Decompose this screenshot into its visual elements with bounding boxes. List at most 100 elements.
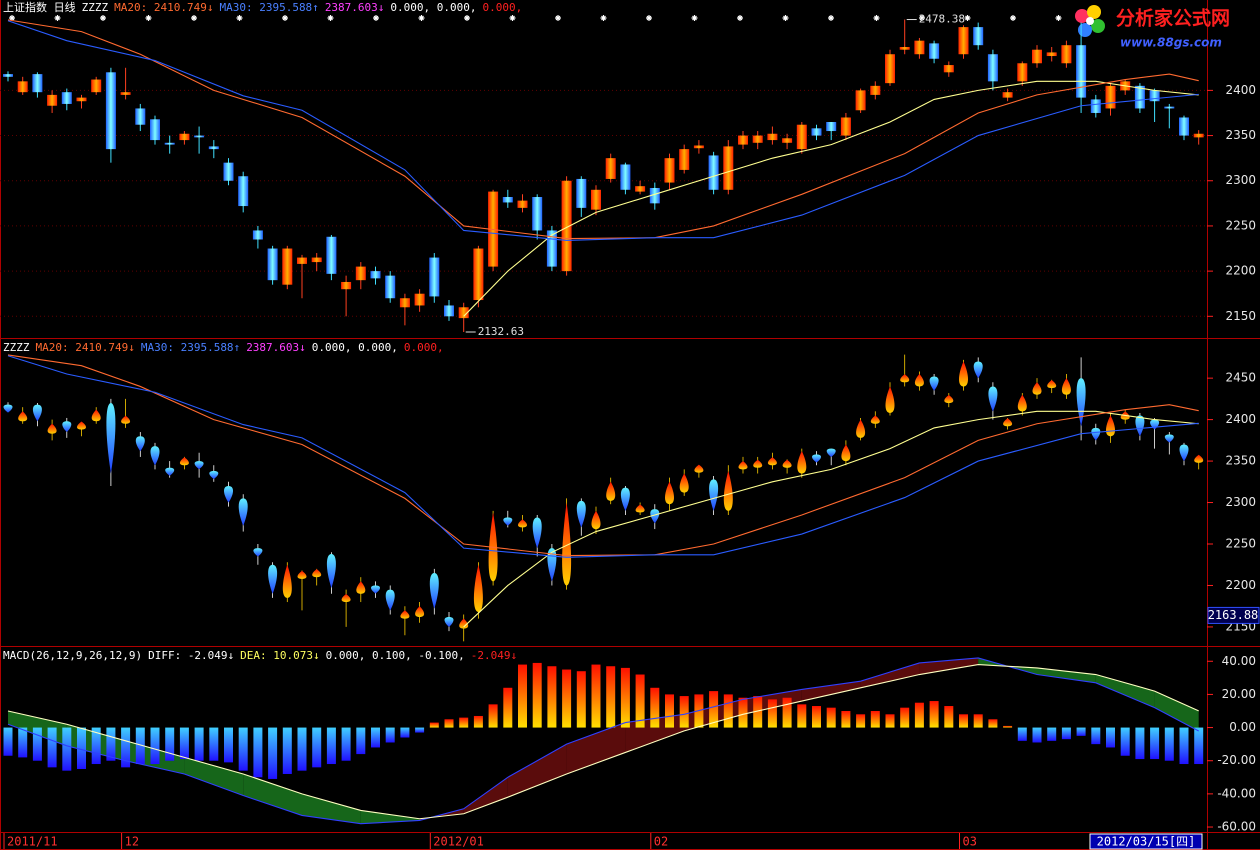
macd-bar <box>665 694 674 728</box>
flame-body <box>826 448 836 457</box>
header-text: ZZZZ <box>3 341 30 354</box>
candle-body <box>649 187 660 204</box>
macd-bar <box>415 727 425 733</box>
y-tick-label: -20.00 <box>1217 753 1256 767</box>
signal-star <box>782 15 789 21</box>
macd-bar <box>47 727 57 768</box>
y-tick-label: 2150 <box>1225 309 1256 323</box>
candle-body <box>76 97 87 102</box>
candle-body <box>796 124 807 150</box>
macd-bar <box>371 727 380 748</box>
candle-body <box>738 135 748 145</box>
macd-bar <box>473 715 483 728</box>
flame-body <box>723 471 733 511</box>
flame-body <box>870 415 880 424</box>
candle-body <box>458 307 469 319</box>
flame-body <box>385 589 395 611</box>
candle-body <box>120 92 131 95</box>
flame-body <box>224 485 233 503</box>
candle-body <box>311 257 322 263</box>
flame-body <box>635 504 645 513</box>
signal-star <box>509 15 516 21</box>
macd-bar <box>1135 727 1145 760</box>
flame-body <box>562 502 572 586</box>
signal-star <box>9 15 15 21</box>
macd-bar <box>400 727 410 738</box>
candle-body <box>355 266 366 281</box>
macd-band <box>463 777 508 814</box>
macd-bar <box>326 727 336 765</box>
flame-body <box>282 564 292 598</box>
signal-star <box>873 15 880 21</box>
logo-icon <box>1075 5 1105 37</box>
y-tick-label: 2200 <box>1225 578 1256 592</box>
flame-body <box>91 409 101 422</box>
y-tick-label: 2200 <box>1225 264 1256 278</box>
flame-body <box>1135 415 1145 437</box>
macd-bar <box>812 706 821 728</box>
candle-body <box>987 54 998 82</box>
macd-bar <box>312 727 322 768</box>
macd-bar <box>194 727 204 761</box>
flame-body <box>429 573 439 609</box>
y-tick-label: 2300 <box>1225 173 1256 187</box>
candle-body <box>1164 106 1175 109</box>
macd-bar <box>900 707 910 728</box>
cursor-box <box>1207 606 1260 624</box>
candle-body <box>679 149 690 170</box>
macd-band <box>302 793 361 824</box>
macd-bar <box>297 727 307 771</box>
candle-body <box>605 158 616 179</box>
header-text: 0.000, 0.100, -0.100, <box>326 649 465 662</box>
flame-body <box>165 467 175 476</box>
flame-body <box>518 519 527 528</box>
flame-body <box>1091 427 1101 441</box>
signal-star <box>54 15 61 21</box>
flame-body <box>694 464 704 473</box>
macd-bar <box>238 727 248 771</box>
logo-center <box>1086 17 1094 25</box>
candle-body <box>576 178 587 208</box>
flame-body <box>1164 434 1174 443</box>
macd-bar <box>753 696 763 728</box>
signal-star <box>646 15 652 21</box>
macd-bar <box>782 697 792 728</box>
candle-body <box>473 248 484 301</box>
signal-star <box>464 15 470 21</box>
flame-body <box>679 473 689 493</box>
macd-bar <box>929 701 939 728</box>
candle-body <box>840 117 851 136</box>
ma-line <box>7 664 1199 820</box>
macd-band <box>360 810 420 824</box>
header-text: 0.000, 0.000, <box>390 1 476 14</box>
candle-body <box>1002 92 1013 98</box>
macd-bar <box>679 696 689 728</box>
signal-star <box>1055 15 1062 21</box>
candle-body <box>1134 85 1145 109</box>
signal-star <box>737 15 743 21</box>
flame-body <box>767 457 777 466</box>
cursor-value: 2163.88 <box>1208 608 1259 622</box>
macd-band <box>184 757 244 796</box>
macd-bar <box>885 714 895 728</box>
flame-body <box>106 403 116 474</box>
signal-star <box>191 15 197 21</box>
flame-body <box>988 386 998 412</box>
flame-body <box>121 415 131 424</box>
candle-body <box>3 74 13 77</box>
macd-bar <box>635 674 645 728</box>
macd-bar <box>518 664 527 728</box>
candle-body <box>385 275 396 299</box>
candle-body <box>943 65 954 73</box>
candle-body <box>208 146 219 150</box>
macd-bar <box>77 727 86 770</box>
y-tick-label: 2250 <box>1225 218 1256 232</box>
candle-body <box>723 146 734 190</box>
signal-star <box>100 15 106 21</box>
macd-bar <box>988 719 998 728</box>
candle-body <box>429 257 440 297</box>
macd-bar <box>385 727 395 743</box>
flame-body <box>415 606 425 617</box>
flame-body <box>929 376 939 391</box>
